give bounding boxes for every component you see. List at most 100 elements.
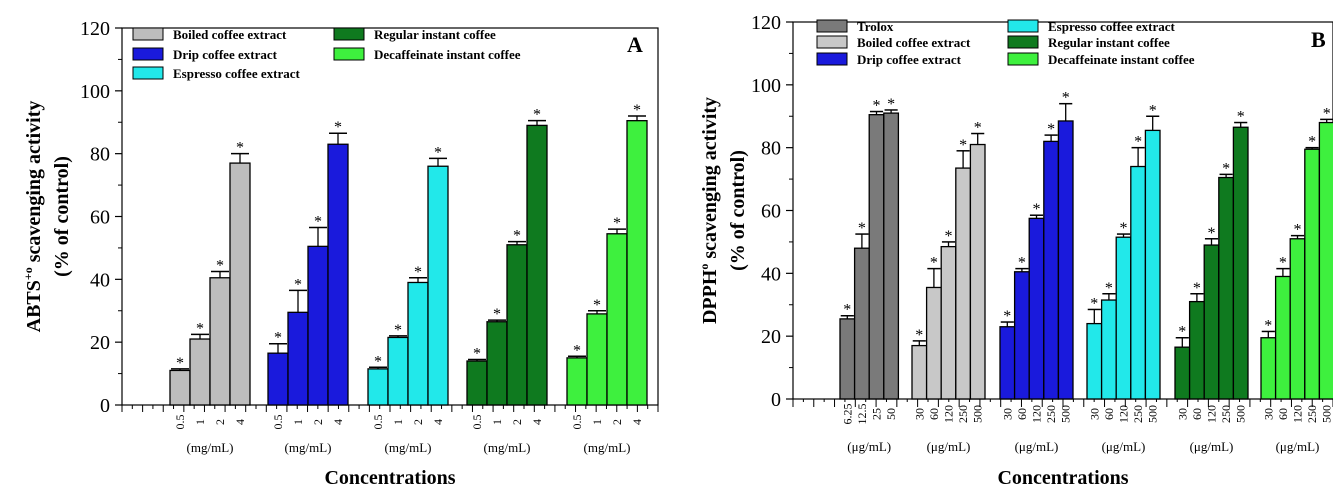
significance-star: *: [1264, 317, 1272, 334]
bar: [999, 326, 1016, 400]
x-tick-label: 120: [942, 405, 956, 423]
significance-star: *: [1178, 324, 1186, 341]
x-tick-label: 60: [1015, 408, 1029, 420]
chart-panel-a: 0 20 40 60 80 100 120 * 0.5 * 1 * 2 * 4 (mg/mL) * 0.5 * 1 * 2…: [21, 18, 659, 488]
significance-star: *: [1047, 121, 1055, 138]
significance-star: *: [294, 276, 302, 293]
significance-star: *: [858, 220, 866, 237]
legend-swatch: [816, 52, 848, 66]
x-unit-label: (mg/mL): [584, 440, 631, 455]
significance-star: *: [533, 107, 541, 124]
bar: [327, 143, 349, 406]
bar: [868, 114, 885, 400]
x-tick-label: 250: [1305, 405, 1319, 423]
bar: [606, 233, 628, 406]
x-tick-label: 0.5: [570, 415, 584, 430]
y-tick-label: 40: [90, 269, 110, 291]
significance-star: *: [1062, 90, 1070, 107]
y-tick-label: 20: [761, 326, 781, 348]
y-axis-title-main: ABTS: [23, 280, 45, 332]
x-tick-label: 120: [1030, 405, 1044, 423]
legend-swatch: [132, 66, 164, 80]
bar: [169, 369, 191, 406]
bar: [1260, 337, 1277, 400]
x-tick-label: 500: [971, 405, 985, 423]
significance-star: *: [473, 345, 481, 362]
bar: [1232, 126, 1249, 400]
x-tick-label: 4: [233, 419, 247, 425]
y-tick-label: 80: [761, 138, 781, 160]
x-tick-label: 2: [411, 419, 425, 425]
x-tick-label: 500: [1320, 405, 1333, 423]
significance-star: *: [1033, 201, 1041, 218]
significance-star: *: [1105, 280, 1113, 297]
bar: [626, 120, 648, 406]
x-unit-label: (μg/mL): [1102, 439, 1146, 454]
significance-star: *: [1222, 160, 1230, 177]
bar: [229, 162, 251, 406]
y-axis-title: DPPHo scavenging activity: [697, 97, 721, 324]
y-axis-title-main: DPPH: [699, 269, 721, 324]
x-tick-label: 30: [1087, 408, 1101, 420]
y-tick-label: 100: [751, 75, 781, 97]
x-unit-label: (mg/mL): [285, 440, 332, 455]
x-tick-label: 0.5: [470, 415, 484, 430]
significance-star: *: [374, 353, 382, 370]
x-tick-label: 250: [956, 405, 970, 423]
x-tick-label: 30: [1175, 408, 1189, 420]
bar: [1086, 322, 1103, 400]
significance-star: *: [236, 140, 244, 157]
y-tick-label: 80: [90, 144, 110, 166]
significance-star: *: [1018, 255, 1026, 272]
significance-star: *: [573, 342, 581, 359]
legend-swatch: [333, 27, 365, 41]
legend-label: Regular instant coffee: [374, 27, 496, 42]
y-tick-label: 60: [761, 201, 781, 223]
y-tick-label: 100: [80, 81, 110, 103]
legend-label: Drip coffee extract: [857, 52, 962, 67]
legend-label: Decaffeinate instant coffee: [374, 47, 521, 62]
significance-star: *: [843, 302, 851, 319]
y-tick-label: 40: [761, 263, 781, 285]
y-tick-label: 0: [771, 389, 781, 411]
significance-star: *: [1279, 255, 1287, 272]
significance-star: *: [1149, 102, 1157, 119]
bar: [1043, 140, 1060, 400]
bar: [1013, 271, 1030, 400]
x-tick-label: 0.5: [371, 415, 385, 430]
x-tick-label: 500: [1234, 405, 1248, 423]
x-tick-label: 1: [590, 419, 604, 425]
bar: [566, 357, 588, 406]
x-tick-label: 30: [912, 408, 926, 420]
significance-star: *: [945, 228, 953, 245]
bar: [287, 311, 309, 406]
significance-star: *: [633, 102, 641, 119]
y-axis-title-rest: scavenging activity: [23, 101, 45, 268]
bar: [839, 318, 856, 400]
legend-swatch: [1007, 35, 1039, 49]
significance-star: *: [334, 119, 342, 136]
x-tick-label: 30: [1261, 408, 1275, 420]
x-tick-label: 0.5: [173, 415, 187, 430]
x-tick-label: 60: [1102, 408, 1116, 420]
significance-star: *: [1090, 295, 1098, 312]
x-tick-label: 4: [431, 419, 445, 425]
y-tick-label: 60: [90, 207, 110, 229]
legend-label: Trolox: [857, 19, 894, 34]
significance-star: *: [1120, 220, 1128, 237]
legend-swatch: [132, 27, 164, 41]
significance-star: *: [930, 255, 938, 272]
x-tick-label: 120: [1205, 405, 1219, 423]
significance-star: *: [915, 327, 923, 344]
significance-star: *: [274, 330, 282, 347]
bar: [267, 352, 289, 406]
bar: [1203, 244, 1220, 400]
bar: [853, 247, 870, 400]
legend-label: Drip coffee extract: [173, 47, 278, 62]
bar: [189, 338, 211, 406]
bar: [209, 277, 231, 406]
x-tick-label: 60: [927, 408, 941, 420]
y-tick-label: 120: [751, 12, 781, 34]
y-axis-title-superscript: o: [697, 264, 711, 270]
bar: [940, 245, 957, 400]
